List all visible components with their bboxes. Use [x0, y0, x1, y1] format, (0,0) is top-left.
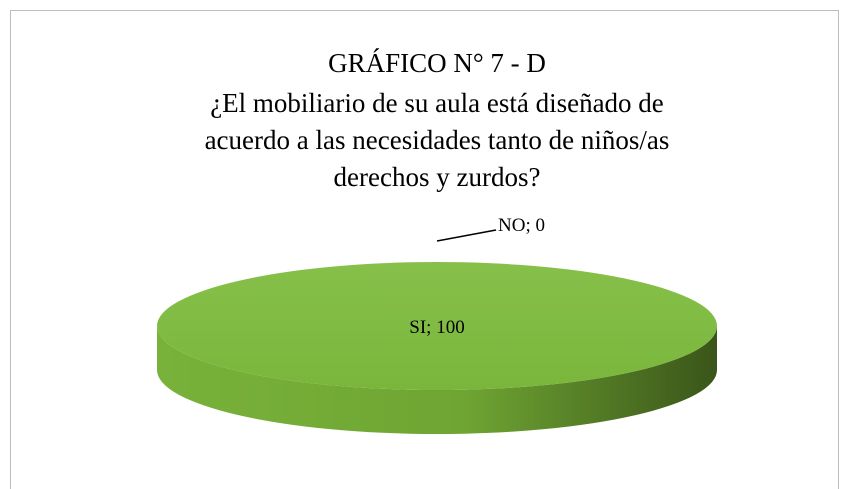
data-label: SI; 100	[409, 317, 464, 338]
leader-line	[436, 229, 497, 242]
chart-subtitle: ¿El mobiliario de su aula está diseñado …	[210, 88, 664, 118]
pie-side	[157, 326, 717, 434]
chart-title: GRÁFICO N° 7 - D	[328, 48, 546, 78]
data-label: NO; 0	[498, 215, 545, 236]
chart-subtitle: derechos y zurdos?	[334, 162, 541, 192]
chart-subtitle: acuerdo a las necesidades tanto de niños…	[205, 125, 670, 155]
frame	[10, 10, 839, 489]
pie-slice	[157, 262, 717, 390]
